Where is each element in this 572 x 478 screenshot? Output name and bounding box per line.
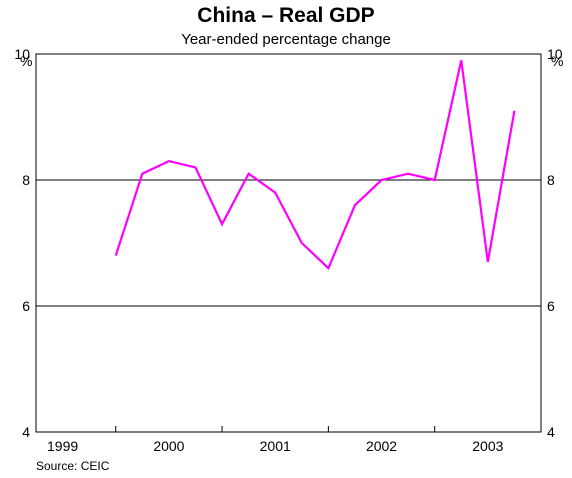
- x-year-label: 2002: [366, 438, 397, 454]
- x-axis-year-labels: 1999 2000 2001 2002 2003: [47, 438, 504, 454]
- y-tick-label-left: 6: [22, 298, 30, 314]
- chart-title: China – Real GDP: [197, 4, 374, 27]
- x-year-label: 2000: [153, 438, 184, 454]
- series-layer: [114, 60, 516, 271]
- y-tick-label-left: 8: [22, 172, 30, 188]
- y-tick-label-right: 10: [547, 46, 563, 62]
- source-note: Source: CEIC: [36, 459, 110, 473]
- y-tick-label-right: 4: [547, 424, 555, 440]
- y-tick-label-left: 4: [22, 424, 30, 440]
- unit-left: %: [20, 53, 32, 69]
- x-year-label: 2001: [260, 438, 291, 454]
- series-line: [114, 60, 516, 271]
- plot-frame: [35, 53, 542, 433]
- unit-right: %: [551, 53, 563, 69]
- y-axis-left-labels: 4 6 8 10: [14, 46, 30, 440]
- x-year-label: 2003: [472, 438, 503, 454]
- x-year-label: 1999: [47, 438, 78, 454]
- chart-subtitle: Year-ended percentage change: [181, 31, 391, 48]
- y-axis-right-labels: 4 6 8 10: [547, 46, 563, 440]
- y-tick-label-left: 10: [14, 46, 30, 62]
- gridlines: [36, 53, 541, 307]
- x-axis-ticks: [115, 426, 436, 432]
- y-tick-label-right: 8: [547, 172, 555, 188]
- y-tick-label-right: 6: [547, 298, 555, 314]
